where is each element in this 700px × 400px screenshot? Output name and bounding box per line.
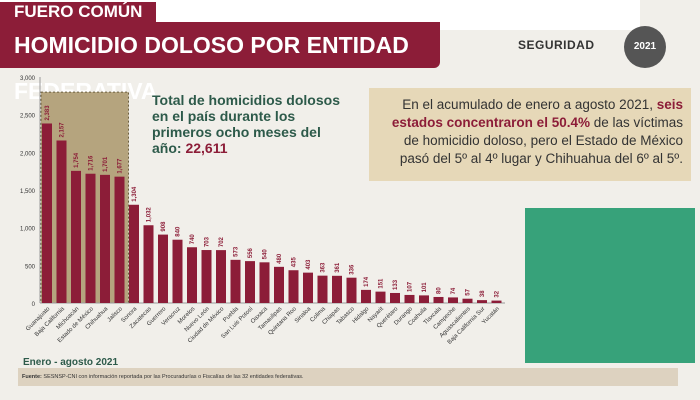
period-label: Enero - agosto 2021 bbox=[23, 357, 119, 368]
data-label: 151 bbox=[379, 278, 385, 289]
header-subtitle: FUERO COMÚN bbox=[0, 2, 157, 22]
summary-note: En el acumulado de enero a agosto 2021, … bbox=[369, 88, 691, 181]
y-tick-label: 1,500 bbox=[20, 189, 36, 195]
bar bbox=[390, 292, 400, 303]
bar bbox=[448, 297, 458, 303]
bar bbox=[491, 300, 502, 303]
bar bbox=[230, 259, 241, 303]
data-label: 840 bbox=[176, 226, 182, 237]
total-value: 22,611 bbox=[185, 140, 228, 156]
bar bbox=[419, 295, 429, 303]
note-pre: En el acumulado de enero a agosto 2021, bbox=[402, 97, 657, 112]
data-label: 573 bbox=[234, 246, 240, 257]
bar bbox=[129, 204, 139, 303]
bar bbox=[143, 225, 154, 303]
bar bbox=[361, 289, 371, 303]
data-label: 101 bbox=[422, 282, 428, 293]
data-label: 38 bbox=[480, 290, 486, 297]
data-label: 1,677 bbox=[118, 158, 124, 174]
data-label: 32 bbox=[495, 290, 501, 297]
y-tick-label: 0 bbox=[32, 302, 36, 308]
bar bbox=[288, 270, 299, 303]
bar bbox=[303, 272, 313, 303]
data-label: 740 bbox=[190, 234, 196, 245]
note-post: de las víctimas de homicidio doloso, per… bbox=[399, 115, 683, 166]
data-label: 361 bbox=[335, 262, 341, 273]
data-label: 480 bbox=[277, 253, 283, 264]
data-label: 1,032 bbox=[147, 207, 153, 223]
data-label: 702 bbox=[219, 236, 225, 247]
y-tick-label: 500 bbox=[25, 264, 36, 270]
data-label: 2,157 bbox=[60, 122, 66, 138]
bar bbox=[71, 170, 81, 303]
bar bbox=[462, 298, 473, 303]
bar bbox=[404, 294, 415, 303]
y-tick-label: 1,000 bbox=[20, 227, 36, 233]
data-label: 1,701 bbox=[103, 156, 109, 172]
bar bbox=[245, 261, 255, 303]
bar bbox=[332, 275, 342, 303]
data-label: 556 bbox=[248, 247, 254, 258]
data-label: 2,383 bbox=[45, 105, 51, 121]
data-label: 80 bbox=[437, 287, 443, 294]
bar bbox=[216, 250, 226, 303]
data-label: 403 bbox=[306, 259, 312, 270]
bar bbox=[114, 176, 125, 303]
y-tick-label: 2,000 bbox=[20, 151, 36, 157]
bar bbox=[259, 262, 270, 303]
total-callout: Total de homicidios dolosos en el país d… bbox=[152, 92, 342, 156]
data-label: 57 bbox=[466, 288, 472, 295]
bar bbox=[375, 291, 386, 303]
bar bbox=[346, 277, 357, 303]
note-highlight: seis estados concentraron el 50.4% bbox=[391, 97, 683, 130]
x-tick-label: Sinaloa bbox=[294, 306, 313, 325]
sign-language-interpreter-video bbox=[525, 208, 695, 363]
bar bbox=[187, 247, 197, 303]
y-tick-label: 2,500 bbox=[20, 114, 36, 120]
data-label: 1,754 bbox=[74, 152, 80, 168]
seal-logo: 2021 bbox=[624, 26, 666, 68]
top-six-highlight bbox=[40, 91, 129, 304]
bar bbox=[158, 234, 168, 303]
bar bbox=[42, 123, 52, 303]
y-tick-label: 3,000 bbox=[20, 76, 36, 82]
data-label: 133 bbox=[393, 279, 399, 290]
data-label: 1,304 bbox=[132, 186, 138, 202]
source-label: Fuente: bbox=[22, 374, 42, 380]
bar bbox=[433, 296, 444, 303]
bar bbox=[172, 239, 183, 303]
data-label: 107 bbox=[408, 281, 414, 292]
bar bbox=[56, 140, 67, 303]
x-tick-label: Hidalgo bbox=[352, 306, 371, 325]
data-label: 74 bbox=[451, 287, 457, 294]
bar bbox=[85, 173, 96, 303]
data-label: 336 bbox=[350, 264, 356, 275]
bar bbox=[274, 266, 284, 303]
data-label: 540 bbox=[263, 249, 269, 260]
page-title: HOMICIDIO DOLOSO POR ENTIDAD FEDERATIVA bbox=[0, 22, 440, 104]
source-text: SESNSP-CNI con información reportada por… bbox=[41, 374, 304, 380]
data-label: 1,716 bbox=[89, 155, 95, 171]
data-label: 435 bbox=[292, 257, 298, 268]
total-text: Total de homicidios dolosos en el país d… bbox=[152, 92, 340, 156]
bar bbox=[100, 174, 110, 303]
data-label: 703 bbox=[205, 236, 211, 247]
data-label: 174 bbox=[364, 276, 370, 287]
seguridad-logo: SEGURIDAD bbox=[518, 38, 595, 52]
data-label: 363 bbox=[321, 262, 327, 273]
bar bbox=[201, 250, 212, 303]
bar bbox=[477, 300, 487, 303]
source-note: Fuente: SESNSP-CNI con información repor… bbox=[18, 368, 678, 386]
data-label: 908 bbox=[161, 221, 167, 232]
bar bbox=[317, 275, 328, 303]
